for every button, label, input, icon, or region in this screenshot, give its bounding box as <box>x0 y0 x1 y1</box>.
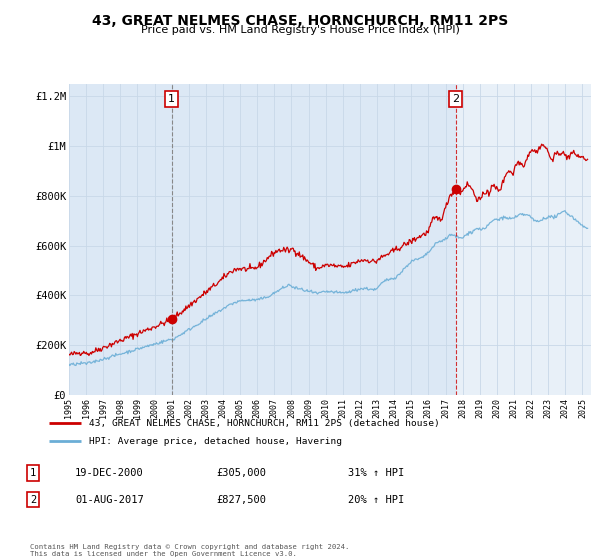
Text: 2: 2 <box>452 94 460 104</box>
Text: 43, GREAT NELMES CHASE, HORNCHURCH, RM11 2PS: 43, GREAT NELMES CHASE, HORNCHURCH, RM11… <box>92 14 508 28</box>
Text: 1: 1 <box>168 94 175 104</box>
Text: 1: 1 <box>30 468 36 478</box>
Text: 19-DEC-2000: 19-DEC-2000 <box>75 468 144 478</box>
Bar <box>456 84 591 395</box>
Text: 2: 2 <box>30 494 36 505</box>
Text: 01-AUG-2017: 01-AUG-2017 <box>75 494 144 505</box>
Text: Price paid vs. HM Land Registry's House Price Index (HPI): Price paid vs. HM Land Registry's House … <box>140 25 460 35</box>
Text: £827,500: £827,500 <box>216 494 266 505</box>
Text: HPI: Average price, detached house, Havering: HPI: Average price, detached house, Have… <box>89 437 342 446</box>
Text: Contains HM Land Registry data © Crown copyright and database right 2024.
This d: Contains HM Land Registry data © Crown c… <box>30 544 349 557</box>
Text: 20% ↑ HPI: 20% ↑ HPI <box>348 494 404 505</box>
Text: £305,000: £305,000 <box>216 468 266 478</box>
Text: 43, GREAT NELMES CHASE, HORNCHURCH, RM11 2PS (detached house): 43, GREAT NELMES CHASE, HORNCHURCH, RM11… <box>89 418 440 427</box>
Text: 31% ↑ HPI: 31% ↑ HPI <box>348 468 404 478</box>
